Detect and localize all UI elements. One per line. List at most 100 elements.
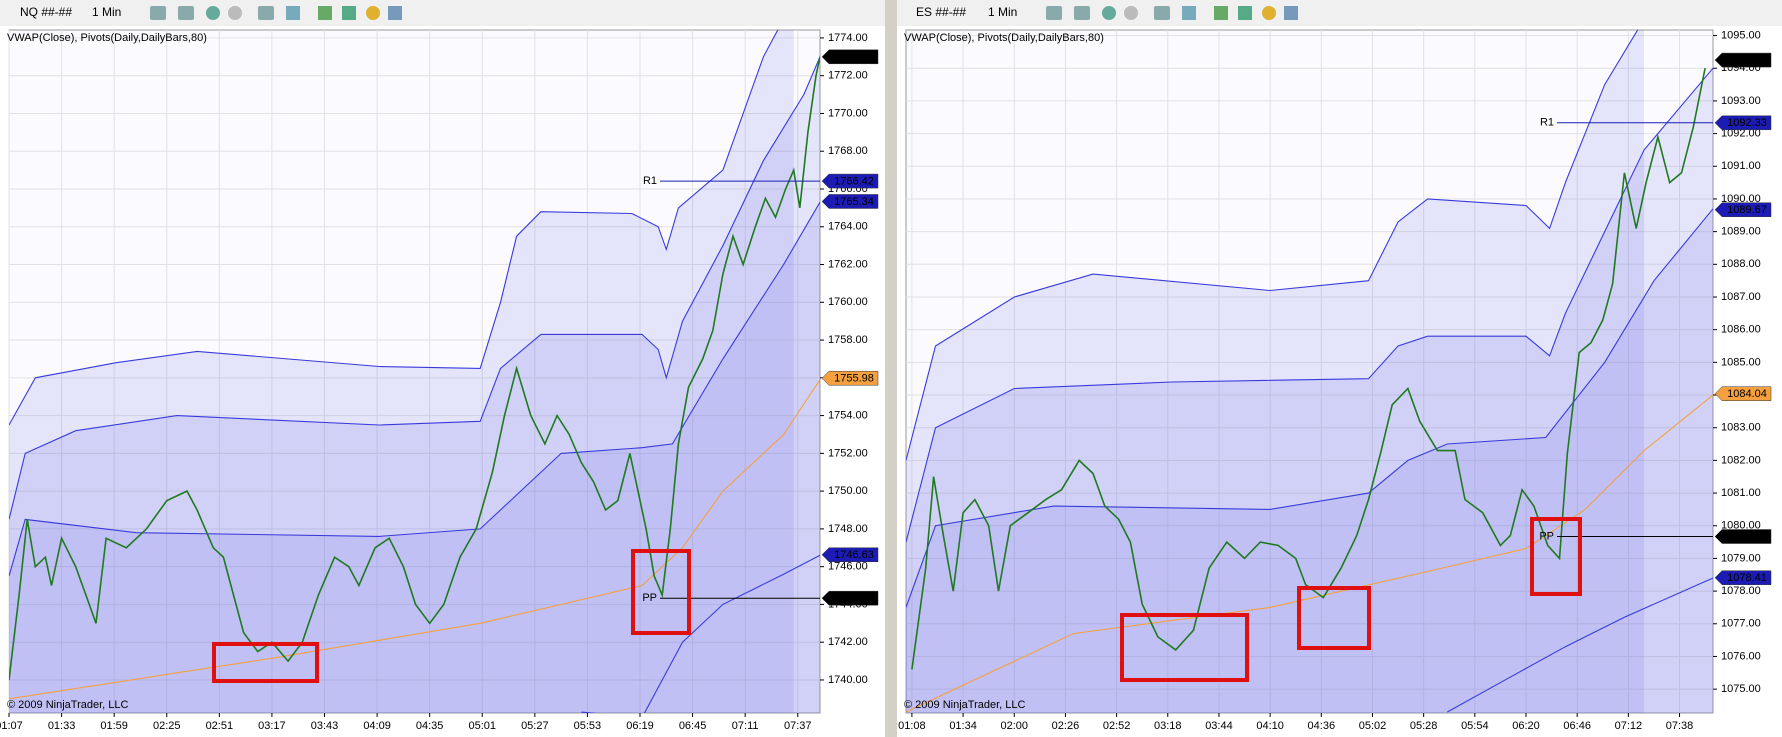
x-tick-label: 06:19 (626, 720, 654, 732)
band-fill (906, 208, 1713, 713)
highlight-boxes (212, 517, 1582, 683)
icon[interactable] (1154, 6, 1170, 20)
plot-series (9, 30, 820, 713)
y-tick-label: 1762.00 (828, 258, 868, 270)
x-tick-label: 06:20 (1512, 720, 1540, 732)
x-tick-label: 03:44 (1205, 720, 1233, 732)
pivot-label: PP (1539, 530, 1554, 542)
y-tick-label: 1770.00 (828, 107, 868, 119)
x-tick-label: 03:18 (1154, 720, 1182, 732)
x-tick-label: 07:11 (732, 720, 759, 732)
series-line (9, 56, 820, 520)
icon[interactable] (1238, 6, 1252, 20)
x-tick-label: 07:37 (784, 720, 812, 732)
y-tick-label: 1746.00 (828, 561, 868, 573)
y-tick-label: 1758.00 (828, 334, 868, 346)
instrument-selector[interactable]: ES ##-## (916, 5, 966, 19)
x-tick-label: 05:54 (1461, 720, 1489, 732)
y-tick-label: 1768.00 (828, 145, 868, 157)
copyright: © 2009 NinjaTrader, LLC (904, 699, 1025, 711)
icon[interactable] (286, 6, 300, 20)
icon[interactable] (1262, 6, 1276, 20)
series-line (9, 379, 820, 700)
instrument-selector[interactable]: NQ ##-## (20, 5, 72, 19)
band-fill (9, 202, 820, 713)
icon[interactable] (150, 6, 166, 20)
y-tick-label: 1754.00 (828, 409, 868, 421)
icon[interactable] (1214, 6, 1228, 20)
x-tick-label: 07:12 (1615, 720, 1643, 732)
icon[interactable] (206, 6, 220, 20)
price-tag-label: 1746.63 (834, 549, 874, 561)
y-tick-label: 1764.00 (828, 221, 868, 233)
price-tag-label: 1089.67 (1727, 204, 1767, 216)
price-tag-label: 1078.41 (1727, 572, 1767, 584)
y-tick-label: 1748.00 (828, 523, 868, 535)
series-line (581, 554, 820, 713)
icon[interactable] (366, 6, 380, 20)
pivot-label: PP (642, 592, 657, 604)
copyright: © 2009 NinjaTrader, LLC (7, 699, 128, 711)
icon[interactable] (1182, 6, 1196, 20)
series-line (911, 68, 1706, 670)
highlight-box (1120, 613, 1249, 682)
icon[interactable] (342, 6, 356, 20)
x-tick-label: 05:27 (521, 720, 549, 732)
y-tick-label: 1095.00 (1721, 29, 1761, 41)
icon[interactable] (1074, 6, 1090, 20)
price-tag (1714, 115, 1772, 131)
y-tick-label: 1092.00 (1721, 128, 1761, 140)
icon[interactable] (1124, 6, 1138, 20)
pivot-label: R1 (643, 175, 657, 187)
icon[interactable] (318, 6, 332, 20)
x-tick-label: 03:43 (311, 720, 339, 732)
y-tick-label: 1740.00 (828, 674, 868, 686)
x-tick-label: 04:10 (1256, 720, 1284, 732)
interval-selector[interactable]: 1 Min (988, 5, 1017, 19)
x-tick-label: 02:26 (1052, 720, 1080, 732)
icon[interactable] (1102, 6, 1116, 20)
series-line (906, 394, 1713, 713)
x-tick-label: 05:53 (574, 720, 602, 732)
interval-selector[interactable]: 1 Min (92, 5, 121, 19)
price-tag-label: 1079.67 (1727, 531, 1767, 543)
price-tag (821, 173, 879, 189)
y-tick-label: 1760.00 (828, 296, 868, 308)
price-tag-label: 1094.25 (1727, 54, 1767, 66)
x-tick-label: 02:51 (206, 720, 234, 732)
price-tag-label: 1755.98 (834, 373, 874, 385)
y-tick-label: 1080.00 (1721, 520, 1761, 532)
pivot-label: R1 (1540, 117, 1554, 129)
y-tick-label: 1077.00 (1721, 618, 1761, 630)
toolbar (897, 0, 1782, 26)
icon[interactable] (228, 6, 242, 20)
y-tick-label: 1093.00 (1721, 95, 1761, 107)
plot-area (905, 29, 1714, 714)
indicator-label: VWAP(Close), Pivots(Daily,DailyBars,80) (7, 32, 207, 44)
series-line (906, 67, 1713, 543)
icon[interactable] (388, 6, 402, 20)
series-line (9, 201, 820, 577)
price-tag (821, 370, 879, 386)
price-tag (821, 547, 879, 563)
highlight-box (212, 642, 319, 683)
y-tick-label: 1079.00 (1721, 552, 1761, 564)
y-tick-label: 1772.00 (828, 70, 868, 82)
y-tick-label: 1087.00 (1721, 291, 1761, 303)
x-tick-label: 05:01 (468, 720, 496, 732)
splitter[interactable] (885, 0, 897, 737)
price-tag (1714, 386, 1772, 401)
toolbar (0, 0, 885, 26)
series-line (9, 56, 820, 681)
icon[interactable] (258, 6, 274, 20)
price-tag-label: 1773.00 (834, 51, 874, 63)
y-tick-label: 1088.00 (1721, 258, 1761, 270)
series-line (906, 30, 1639, 461)
price-tag (821, 590, 879, 606)
band-fill (9, 30, 794, 713)
icon[interactable] (1046, 6, 1062, 20)
highlight-box (1530, 517, 1582, 596)
icon[interactable] (1284, 6, 1298, 20)
band-fill (9, 56, 820, 713)
icon[interactable] (178, 6, 194, 20)
